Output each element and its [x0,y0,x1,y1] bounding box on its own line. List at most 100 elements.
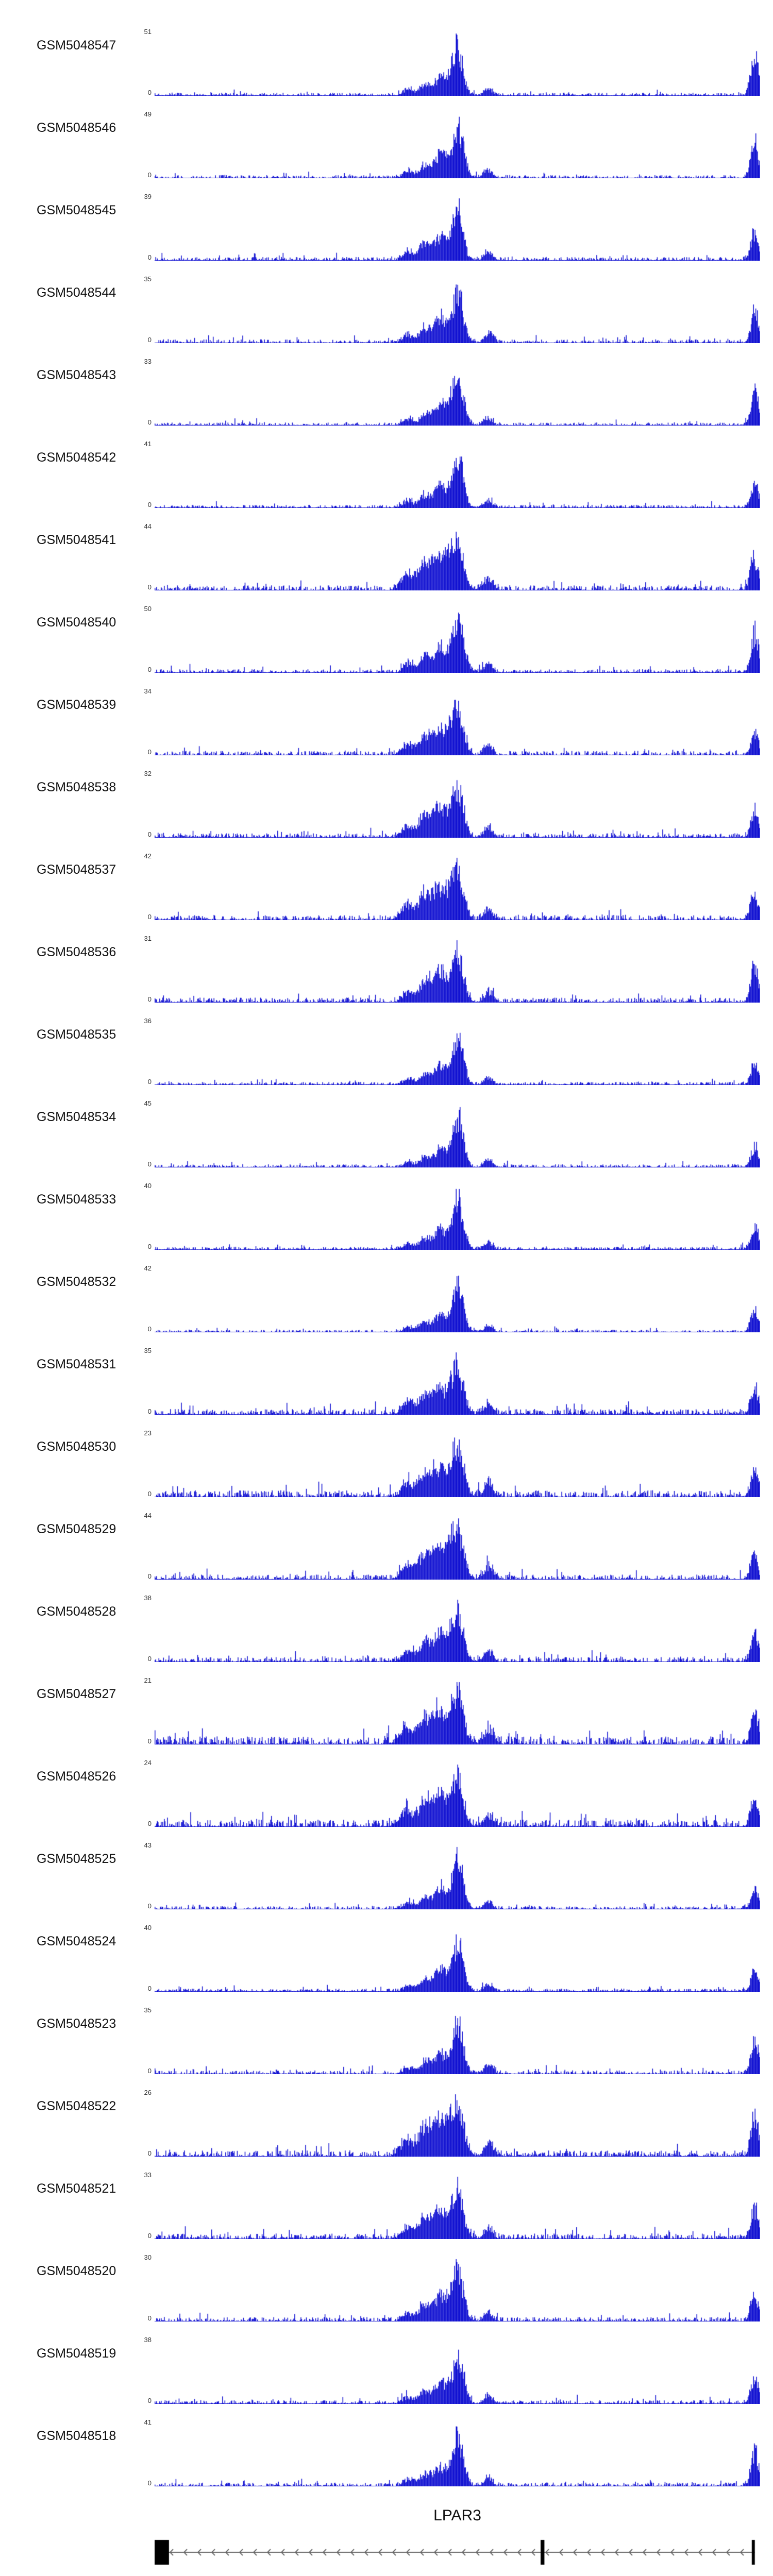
coverage-track-row: GSM5048521 33 0 [0,2164,773,2246]
y-axis-max-label: 41 [144,440,152,448]
coverage-signal [155,1104,760,1167]
coverage-signal [155,1186,760,1250]
coverage-track-row: GSM5048526 24 0 [0,1752,773,1834]
track-sample-label: GSM5048544 [37,285,116,300]
coverage-signal [155,2010,760,2074]
y-axis-max-label: 34 [144,687,152,695]
coverage-signal [155,856,760,920]
track-sample-label: GSM5048547 [37,38,116,53]
coverage-signal [155,1681,760,1744]
y-axis-max-label: 44 [144,1512,152,1519]
coverage-signal [155,2175,760,2239]
track-sample-label: GSM5048520 [37,2264,116,2278]
coverage-track-row: GSM5048543 33 0 [0,350,773,433]
y-axis-zero-label: 0 [147,1572,152,1580]
track-sample-label: GSM5048521 [37,2181,116,2196]
y-axis-max-label: 35 [144,1347,152,1354]
track-sample-label: GSM5048528 [37,1604,116,1619]
y-axis-max-label: 32 [144,770,152,777]
y-axis-zero-label: 0 [147,2479,152,2487]
y-axis-zero-label: 0 [147,2397,152,2404]
coverage-track-row: GSM5048541 44 0 [0,515,773,598]
coverage-track-row: GSM5048522 26 0 [0,2081,773,2164]
coverage-signal [155,1516,760,1580]
coverage-signal [155,197,760,261]
y-axis-zero-label: 0 [147,336,152,344]
track-sample-label: GSM5048525 [37,1852,116,1866]
coverage-track-row: GSM5048533 40 0 [0,1175,773,1257]
y-axis-zero-label: 0 [147,995,152,1003]
coverage-track-row: GSM5048528 38 0 [0,1587,773,1669]
coverage-signal [155,691,760,755]
y-axis-zero-label: 0 [147,1325,152,1333]
coverage-track-row: GSM5048534 45 0 [0,1092,773,1175]
track-sample-label: GSM5048540 [37,615,116,630]
y-axis-zero-label: 0 [147,1985,152,1992]
track-sample-label: GSM5048527 [37,1687,116,1701]
y-axis-max-label: 40 [144,1182,152,1190]
coverage-track-row: GSM5048532 42 0 [0,1257,773,1340]
coverage-signal [155,2093,760,2157]
track-sample-label: GSM5048543 [37,368,116,382]
coverage-signal [155,1928,760,1992]
y-axis-max-label: 33 [144,2171,152,2179]
track-sample-label: GSM5048546 [37,121,116,135]
coverage-signal [155,279,760,343]
track-sample-label: GSM5048532 [37,1275,116,1289]
coverage-track-row: GSM5048519 38 0 [0,2329,773,2411]
y-axis-zero-label: 0 [147,1160,152,1168]
coverage-signal [155,1268,760,1332]
y-axis-max-label: 50 [144,605,152,613]
y-axis-zero-label: 0 [147,1902,152,1910]
track-sample-label: GSM5048534 [37,1110,116,1124]
y-axis-zero-label: 0 [147,1737,152,1745]
coverage-signal [155,939,760,1003]
track-sample-label: GSM5048522 [37,2099,116,2113]
coverage-track-row: GSM5048547 51 0 [0,21,773,103]
track-sample-label: GSM5048545 [37,203,116,217]
coverage-signal [155,1021,760,1085]
coverage-track-row: GSM5048524 40 0 [0,1917,773,1999]
y-axis-max-label: 41 [144,2418,152,2426]
y-axis-zero-label: 0 [147,1408,152,1415]
track-sample-label: GSM5048529 [37,1522,116,1536]
track-sample-label: GSM5048535 [37,1027,116,1042]
y-axis-max-label: 51 [144,28,152,36]
y-axis-zero-label: 0 [147,1078,152,1086]
y-axis-zero-label: 0 [147,89,152,96]
track-sample-label: GSM5048539 [37,698,116,712]
track-sample-label: GSM5048518 [37,2429,116,2443]
coverage-signal [155,1598,760,1662]
coverage-tracks: GSM5048547 51 0 GSM5048546 49 0 GSM5048545 39 0 G… [0,21,773,2494]
y-axis-max-label: 24 [144,1759,152,1767]
coverage-signal [155,1351,760,1415]
y-axis-max-label: 38 [144,1594,152,1602]
y-axis-max-label: 42 [144,1264,152,1272]
y-axis-max-label: 38 [144,2336,152,2344]
coverage-track-row: GSM5048518 41 0 [0,2411,773,2494]
y-axis-zero-label: 0 [147,1820,152,1827]
y-axis-zero-label: 0 [147,1655,152,1663]
coverage-track-row: GSM5048544 35 0 [0,268,773,350]
track-sample-label: GSM5048531 [37,1357,116,1371]
y-axis-max-label: 42 [144,852,152,860]
coverage-signal [155,2340,760,2404]
coverage-signal [155,362,760,426]
y-axis-zero-label: 0 [147,2232,152,2240]
coverage-track-row: GSM5048539 34 0 [0,680,773,762]
coverage-track-row: GSM5048530 23 0 [0,1422,773,1504]
coverage-signal [155,114,760,178]
track-sample-label: GSM5048538 [37,780,116,794]
coverage-track-row: GSM5048531 35 0 [0,1340,773,1422]
track-sample-label: GSM5048519 [37,2346,116,2361]
y-axis-zero-label: 0 [147,666,152,673]
y-axis-max-label: 30 [144,2253,152,2261]
coverage-track-row: GSM5048529 44 0 [0,1504,773,1587]
coverage-signal [155,774,760,838]
y-axis-max-label: 39 [144,193,152,200]
gene-name-label: LPAR3 [433,2507,481,2524]
y-axis-max-label: 33 [144,358,152,365]
coverage-track-row: GSM5048546 49 0 [0,103,773,185]
coverage-track-row: GSM5048545 39 0 [0,185,773,268]
y-axis-max-label: 36 [144,1017,152,1025]
